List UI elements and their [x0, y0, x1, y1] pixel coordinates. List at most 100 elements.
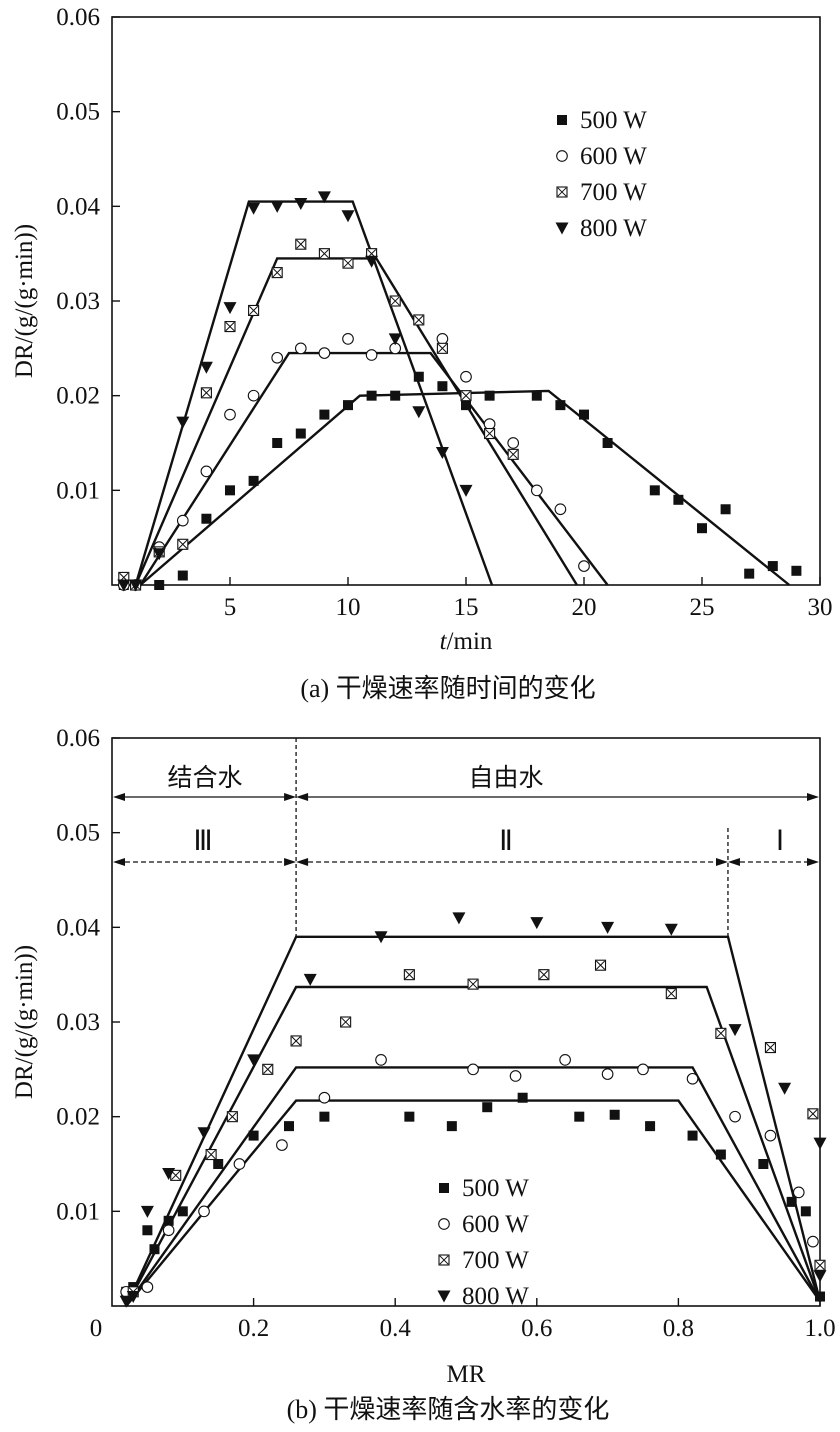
- data-point: [223, 302, 237, 315]
- data-point: [343, 400, 353, 411]
- data-point: [483, 418, 496, 430]
- data-point: [176, 514, 189, 527]
- data-point: [403, 969, 415, 981]
- data-point: [778, 1082, 792, 1095]
- data-point: [149, 1244, 160, 1255]
- y-tick-label: 0.06: [56, 4, 100, 31]
- arrow-head: [296, 793, 309, 801]
- data-point: [758, 1159, 769, 1169]
- data-point: [248, 1130, 259, 1141]
- data-point: [800, 1206, 811, 1217]
- data-point: [117, 579, 131, 592]
- data-point: [365, 349, 378, 361]
- data-point: [601, 1068, 614, 1080]
- data-point: [270, 200, 284, 213]
- bound-water-label: 结合水: [167, 763, 242, 792]
- data-point: [319, 409, 330, 420]
- data-point: [247, 202, 261, 215]
- y-axis-title: DR/(g/(g·min)): [11, 945, 38, 1099]
- data-point: [201, 513, 212, 524]
- x-tick-label: 0.6: [521, 1315, 552, 1342]
- data-point: [729, 1110, 741, 1123]
- data-point: [687, 1130, 698, 1141]
- fit-line-500w: [139, 389, 791, 586]
- data-point: [538, 969, 550, 981]
- data-point: [177, 538, 189, 550]
- data-point: [162, 1167, 176, 1180]
- data-point: [390, 390, 401, 401]
- x-origin-label: 0: [90, 1315, 103, 1342]
- data-point: [807, 1235, 819, 1248]
- data-point: [436, 333, 449, 345]
- data-point: [200, 465, 213, 478]
- data-point: [530, 917, 544, 930]
- y-tick-label: 0.05: [56, 820, 100, 847]
- data-point: [176, 416, 190, 429]
- data-point: [715, 1149, 726, 1160]
- series-800w: [117, 191, 473, 592]
- y-tick-label: 0.02: [56, 383, 100, 410]
- data-point: [341, 210, 355, 223]
- bound-water-span: [113, 793, 297, 801]
- zone-3-span: [113, 858, 297, 866]
- data-point: [815, 1291, 825, 1302]
- data-point: [507, 448, 519, 460]
- y-tick-label: 0.01: [56, 477, 100, 504]
- x-tick-label: 10: [336, 594, 361, 621]
- data-point: [162, 1224, 175, 1237]
- data-point: [484, 390, 495, 401]
- series-500w: [121, 1092, 825, 1302]
- data-point: [140, 1205, 154, 1218]
- panel-caption: (a) 干燥速率随时间的变化: [300, 674, 595, 703]
- data-point: [262, 1063, 274, 1075]
- data-point: [200, 387, 212, 399]
- data-point: [198, 1205, 210, 1218]
- series-600w: [117, 333, 590, 591]
- data-point: [119, 1295, 133, 1308]
- data-point: [142, 1225, 153, 1236]
- free-water-label: 自由水: [468, 763, 543, 792]
- legend-marker: [555, 222, 569, 235]
- legend-marker: [439, 1183, 449, 1193]
- data-point: [509, 1070, 522, 1082]
- data-point: [389, 295, 401, 307]
- data-point: [728, 1024, 742, 1037]
- data-point: [366, 390, 377, 401]
- data-point: [126, 1291, 140, 1304]
- data-point: [413, 314, 425, 326]
- data-point: [163, 1215, 174, 1226]
- data-point: [720, 504, 731, 515]
- legend-marker: [437, 1290, 451, 1303]
- x-axis-title: MR: [447, 1361, 486, 1388]
- fit-line-500w: [125, 1099, 821, 1307]
- data-point: [318, 1091, 331, 1104]
- legend-marker: [438, 1218, 450, 1230]
- data-point: [764, 1129, 777, 1142]
- legend-label: 700 W: [462, 1247, 529, 1274]
- zone-2-span: [296, 858, 728, 866]
- panel-a-drying-rate-vs-time: 0.01 0.02 0.03 0.04 0.05 0.06 5 10 15 20 25 30 DR/(g…: [11, 4, 833, 703]
- data-point: [437, 381, 448, 392]
- data-point: [412, 406, 426, 419]
- data-point: [594, 959, 607, 971]
- data-point: [224, 408, 236, 421]
- legend-label: 500 W: [580, 107, 647, 134]
- data-point: [459, 484, 473, 497]
- series-600w: [120, 1054, 819, 1298]
- legend-label: 800 W: [580, 215, 647, 242]
- data-point: [413, 371, 424, 382]
- x-tick-label: 1.0: [804, 1315, 835, 1342]
- legend-label: 600 W: [580, 143, 647, 170]
- free-water-span: [296, 793, 819, 801]
- data-point: [467, 978, 479, 990]
- legend-label: 800 W: [462, 1283, 529, 1310]
- y-tick-label: 0.05: [56, 99, 100, 126]
- data-point: [602, 438, 613, 448]
- data-point: [404, 1111, 415, 1122]
- legend-marker: [556, 150, 568, 162]
- data-point: [446, 1121, 457, 1132]
- y-tick-label: 0.03: [56, 1009, 100, 1036]
- data-point: [365, 255, 379, 268]
- data-point: [559, 1054, 571, 1066]
- data-point: [317, 191, 331, 204]
